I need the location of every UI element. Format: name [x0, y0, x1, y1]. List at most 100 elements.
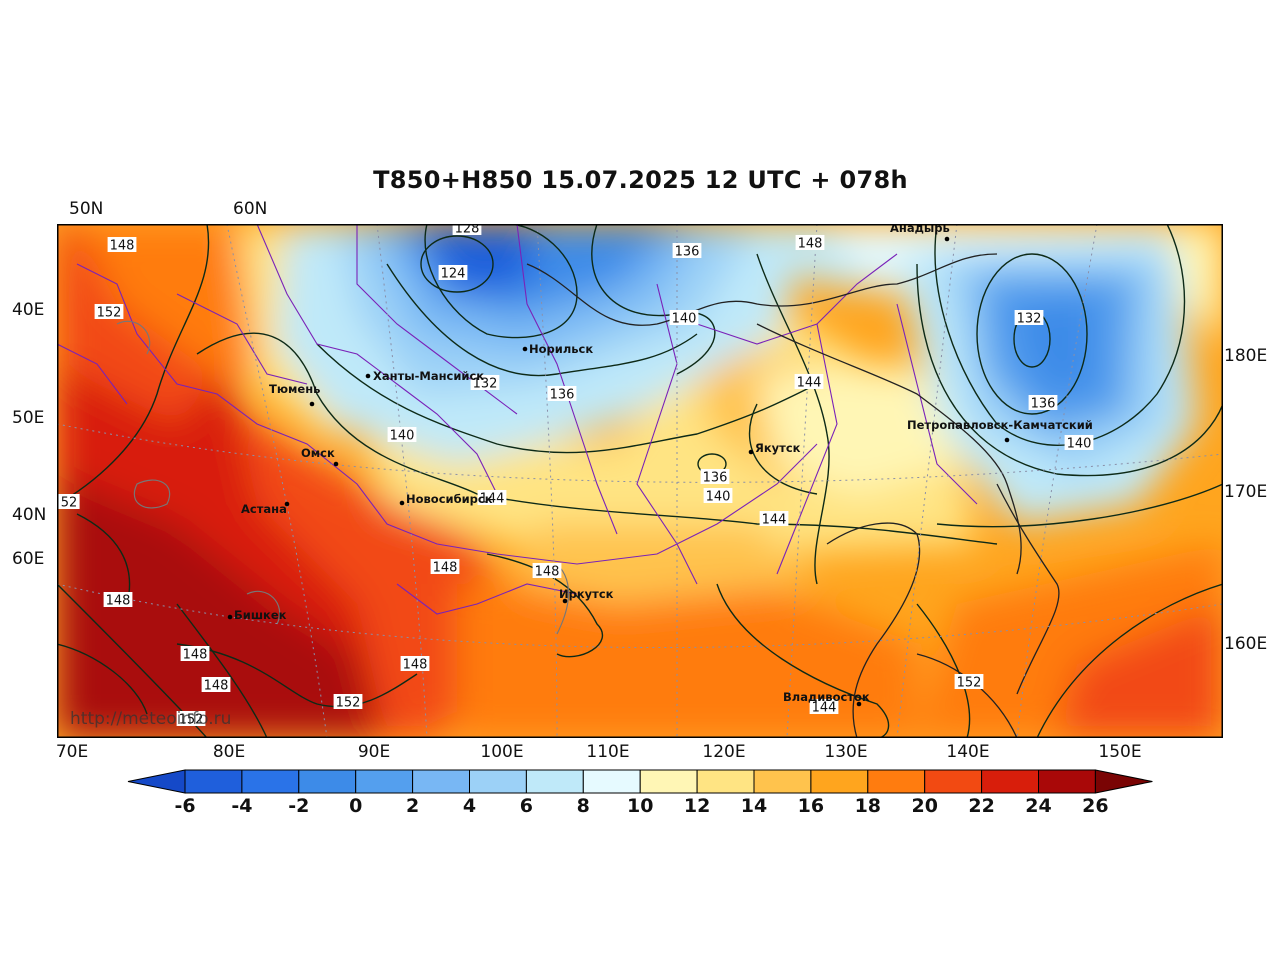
contour-label: 136: [700, 469, 730, 486]
contour-label: 128: [452, 224, 482, 237]
colorbar-segment: [412, 769, 471, 794]
colorbar-tick-label: 4: [463, 795, 476, 817]
colorbar-segment: [810, 769, 869, 794]
svg-text:152: 152: [336, 696, 361, 711]
colorbar-tick-label: 20: [911, 795, 937, 817]
contour-label: 144: [794, 374, 824, 391]
contour-label: 144: [809, 699, 839, 716]
svg-text:144: 144: [797, 376, 822, 391]
svg-text:148: 148: [433, 561, 458, 576]
colorbar: -6 -4 -2 0 2 4 6 8 10 12 14 16 18 20 22 24 26: [127, 769, 1153, 817]
contour-label: 148: [400, 656, 430, 673]
colorbar-tick-label: -2: [288, 795, 309, 817]
contour-label: 140: [1064, 435, 1094, 452]
svg-text:148: 148: [183, 648, 208, 663]
city-label: Тюмень: [269, 382, 320, 396]
city-marker: Анадырь: [890, 224, 950, 242]
colorbar-segment: [1038, 769, 1096, 794]
colorbar-tick-label: 22: [968, 795, 994, 817]
axis-left-label: 40N: [12, 505, 47, 525]
city-marker: Якутск: [748, 441, 801, 455]
svg-text:148: 148: [204, 679, 229, 694]
city-marker: Ханты-Мансийск: [365, 369, 484, 383]
region-boundaries: [57, 224, 978, 615]
axis-bottom-label: 130E: [824, 742, 868, 762]
axis-bottom-label: 90E: [357, 742, 391, 762]
contour-label: 148: [532, 563, 562, 580]
map-frame: [57, 224, 1223, 738]
colorbar-segment: [184, 769, 243, 794]
contour-label: 148: [107, 237, 137, 254]
city-label: Бишкек: [234, 608, 287, 622]
colorbar-tick-label: 10: [627, 795, 653, 817]
city-label: Астана: [241, 502, 287, 516]
axis-right-label: 180E: [1224, 346, 1268, 366]
city-label: Анадырь: [890, 224, 950, 235]
contour-label: 148: [430, 559, 460, 576]
svg-text:152: 152: [97, 306, 122, 321]
svg-text:132: 132: [1017, 312, 1042, 327]
axis-bottom-label: 80E: [212, 742, 246, 762]
colorbar-segment: [298, 769, 357, 794]
colorbar-over-arrow: [1094, 769, 1153, 794]
colorbar-segment: [696, 769, 755, 794]
svg-text:140: 140: [672, 312, 697, 327]
temperature-map: 128 148 124 136 148 152 140 132 136 140 144 136 140 1…: [57, 224, 1223, 738]
contour-label: 148: [180, 646, 210, 663]
colorbar-tick-label: 8: [577, 795, 590, 817]
city-marker: Тюмень: [269, 382, 320, 407]
svg-text:148: 148: [535, 565, 560, 580]
colorbar-tick-label: 18: [855, 795, 881, 817]
city-label: Якутск: [755, 441, 801, 455]
axis-top-label: 60N: [233, 199, 268, 219]
contour-label: 144: [759, 511, 789, 528]
axis-right-label: 160E: [1224, 634, 1268, 654]
city-label: Петропавловск-Камчатский: [907, 418, 1093, 432]
colorbar-segment: [582, 769, 641, 794]
svg-text:144: 144: [480, 492, 505, 507]
colorbar-tick-label: 2: [406, 795, 419, 817]
contour-label: 152: [333, 694, 363, 711]
city-label: Иркутск: [559, 587, 614, 601]
colorbar-segment: [355, 769, 414, 794]
svg-text:140: 140: [390, 429, 415, 444]
contour-label: 132: [1014, 310, 1044, 327]
city-marker: Петропавловск-Камчатский: [907, 418, 1093, 443]
colorbar-tick-label: 26: [1082, 795, 1108, 817]
colorbar-segment: [867, 769, 926, 794]
svg-text:148: 148: [110, 239, 135, 254]
colorbar-under-arrow: [127, 769, 186, 794]
axis-left-label: 60E: [12, 549, 45, 569]
city-label: Норильск: [529, 342, 593, 356]
svg-text:124: 124: [441, 267, 466, 282]
city-marker: Омск: [301, 446, 339, 467]
contour-label: 136: [547, 386, 577, 403]
city-label: Владивосток: [783, 690, 870, 704]
svg-text:148: 148: [403, 658, 428, 673]
svg-text:136: 136: [1031, 397, 1056, 412]
contour-label: 140: [387, 427, 417, 444]
colorbar-segment: [753, 769, 812, 794]
colorbar-tick-label: -4: [231, 795, 252, 817]
coastlines: [526, 253, 1060, 738]
city-marker: Владивосток: [783, 690, 870, 707]
axis-top-label: 50N: [69, 199, 104, 219]
watermark-text: http://meteoinfo.ru: [70, 709, 232, 729]
colorbar-tick-label: 14: [741, 795, 767, 817]
axis-left-label: 50E: [12, 408, 45, 428]
city-marker: Норильск: [522, 342, 593, 356]
map-title: T850+H850 15.07.2025 12 UTC + 078h: [373, 166, 908, 194]
svg-text:148: 148: [798, 237, 823, 252]
colorbar-tick-label: 24: [1025, 795, 1051, 817]
colorbar-tick-label: 12: [684, 795, 710, 817]
city-label: Ханты-Мансийск: [373, 369, 484, 383]
contour-label: 136: [1028, 395, 1058, 412]
contour-label: 52: [58, 494, 80, 511]
colorbar-segment: [525, 769, 584, 794]
svg-text:140: 140: [706, 490, 731, 505]
axis-bottom-label: 110E: [586, 742, 630, 762]
city-marker: Новосибирск: [399, 492, 493, 506]
axis-bottom-label: 120E: [702, 742, 746, 762]
svg-text:132: 132: [473, 377, 498, 392]
svg-text:136: 136: [675, 245, 700, 260]
